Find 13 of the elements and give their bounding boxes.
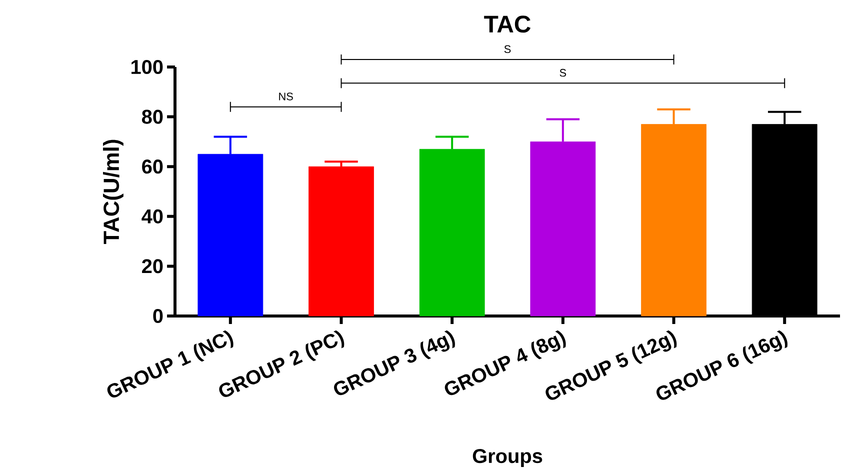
text: S — [504, 45, 511, 54]
y-axis-title: TAC(U/ml) — [102, 140, 124, 244]
y-tick-label: 20 — [142, 259, 163, 274]
y-tick-label: 0 — [153, 308, 163, 324]
y-tick-label: 40 — [142, 209, 163, 224]
bar — [308, 166, 374, 316]
annotation: S — [560, 68, 566, 77]
chart-title: TAC — [484, 16, 531, 33]
annotation: NS — [279, 92, 293, 100]
y-tick-label: 80 — [142, 110, 163, 124]
x-axis-title: Groups — [472, 449, 542, 468]
y-tick-label: 100 — [132, 60, 163, 74]
y-tick-label: 60 — [142, 160, 163, 174]
